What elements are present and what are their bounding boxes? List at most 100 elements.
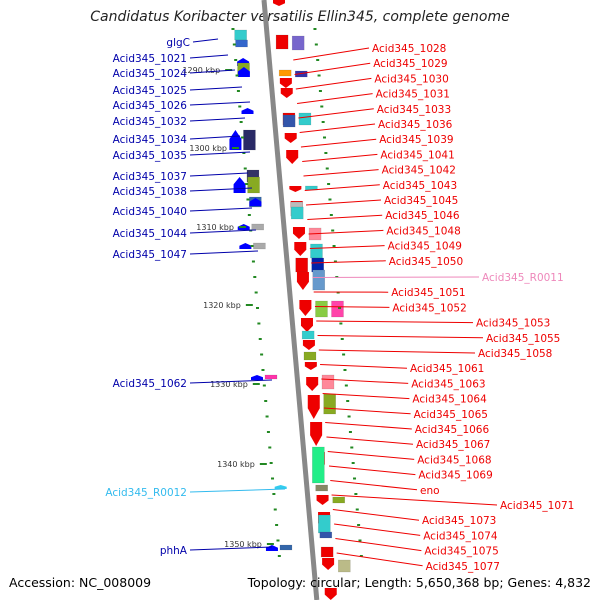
leader-line [317,335,484,339]
gene-label-right[interactable]: Acid345_1074 [423,530,498,542]
gene-label-right[interactable]: Acid345_1063 [411,378,485,390]
gene-label-left[interactable]: Acid345_1044 [113,228,188,240]
gene-block [323,393,336,415]
gene-label-right[interactable]: Acid345_1042 [382,165,456,177]
gene-arrow [302,340,315,350]
gene-label-left[interactable]: glgC [166,37,190,49]
scale-dot [332,245,336,247]
gene-label-right[interactable]: Acid345_1065 [414,409,488,421]
gene-label-right[interactable]: Acid345_1071 [500,500,574,512]
gene-arrow [280,88,293,98]
leader-line [189,54,229,59]
gene-label-right[interactable]: Acid345_1067 [416,439,490,451]
gene-block [331,300,344,318]
gene-label-left[interactable]: Acid345_1021 [113,53,187,65]
leader-line [306,199,382,206]
gene-label-left[interactable]: Acid345_R0012 [105,487,187,499]
gene-label-right[interactable]: Acid345_1030 [374,73,448,85]
scale-dot [266,431,270,433]
gene-block [298,112,312,126]
gene-arrow [265,545,278,551]
gene-label-right[interactable]: Acid345_1031 [376,89,450,101]
leader-line [314,306,390,308]
gene-label-right[interactable]: Acid345_1041 [380,149,454,161]
gene-label-right[interactable]: eno [420,485,440,497]
scale-dot [324,152,328,154]
scale-dot [350,446,354,449]
scale-dot [357,524,361,526]
gene-label-right[interactable]: Acid345_1058 [478,348,552,360]
gene-label-left[interactable]: Acid345_1038 [113,186,187,198]
gene-label-right[interactable]: Acid345_1052 [392,302,466,314]
gene-label-right[interactable]: Acid345_1028 [372,43,446,55]
leader-line [189,488,286,493]
gene-label-left[interactable]: Acid345_1047 [113,249,187,261]
scale-dot [253,276,257,278]
gene-label-left[interactable]: Acid345_1026 [113,100,188,112]
gene-label-right[interactable]: Acid345_1051 [391,287,465,299]
scale-dot [346,400,350,402]
gene-label-right[interactable]: Acid345_R0011 [482,272,564,284]
gene-block [264,374,278,380]
gene-block [243,129,256,151]
kbp-marker-label: 1350 kbp [224,540,262,549]
scale-dot [331,229,335,232]
gene-label-right[interactable]: Acid345_1050 [389,256,463,268]
scale-dot [339,322,343,325]
scale-dot [328,198,332,201]
gene-block [338,559,351,573]
scale-dot [257,322,261,325]
gene-label-right[interactable]: Acid345_1064 [412,394,487,406]
gene-label-right[interactable]: Acid345_1033 [377,104,451,116]
leader-line [189,69,236,74]
gene-label-left[interactable]: Acid345_1032 [113,116,187,128]
gene-block [291,35,305,51]
leader-line [309,245,385,249]
gene-label-left[interactable]: Acid345_1037 [113,171,187,183]
gene-label-left[interactable]: phhA [160,545,188,557]
scale-dot [239,121,243,123]
gene-label-left[interactable]: Acid345_1034 [113,134,188,146]
leader-line [322,393,410,400]
gene-label-left[interactable]: Acid345_1035 [113,150,187,162]
kbp-tick [245,304,253,306]
gene-label-right[interactable]: Acid345_1036 [378,119,453,131]
gene-label-left[interactable]: Acid345_1025 [113,85,187,97]
gene-label-right[interactable]: Acid345_1068 [417,454,491,466]
scale-dot [340,338,344,340]
scale-dot [343,369,347,371]
gene-block [319,531,333,539]
leader-line [295,77,372,90]
gene-label-right[interactable]: Acid345_1043 [383,180,457,192]
gene-label-right[interactable]: Acid345_1073 [422,515,496,527]
gene-label-right[interactable]: Acid345_1077 [426,561,500,573]
gene-block [320,546,334,558]
gene-label-right[interactable]: Acid345_1029 [373,58,447,70]
leader-line [293,47,370,61]
gene-label-right[interactable]: Acid345_1048 [386,225,460,237]
gene-label-left[interactable]: Acid345_1062 [113,378,187,390]
gene-label-left[interactable]: Acid345_1024 [113,68,188,80]
kbp-tick [259,463,267,465]
leader-line [332,509,420,521]
gene-label-right[interactable]: Acid345_1045 [384,195,458,207]
scale-dot [245,183,249,185]
leader-line [189,229,257,234]
gene-arrow [233,177,246,193]
scale-dot [261,369,265,371]
gene-block [310,243,323,259]
gene-label-right[interactable]: Acid345_1066 [415,424,490,436]
gene-arrow [273,0,285,6]
gene-label-right[interactable]: Acid345_1061 [410,363,484,375]
gene-label-right[interactable]: Acid345_1049 [388,241,462,253]
gene-label-right[interactable]: Acid345_1069 [418,470,492,482]
gene-label-right[interactable]: Acid345_1055 [486,333,560,345]
gene-label-right[interactable]: Acid345_1039 [379,134,453,146]
gene-block [303,351,317,361]
leader-line [328,465,416,476]
gene-label-left[interactable]: Acid345_1040 [113,206,187,218]
gene-label-right[interactable]: Acid345_1075 [424,546,498,558]
gene-label-right[interactable]: Acid345_1053 [476,318,550,330]
gene-label-right[interactable]: Acid345_1046 [385,210,460,222]
